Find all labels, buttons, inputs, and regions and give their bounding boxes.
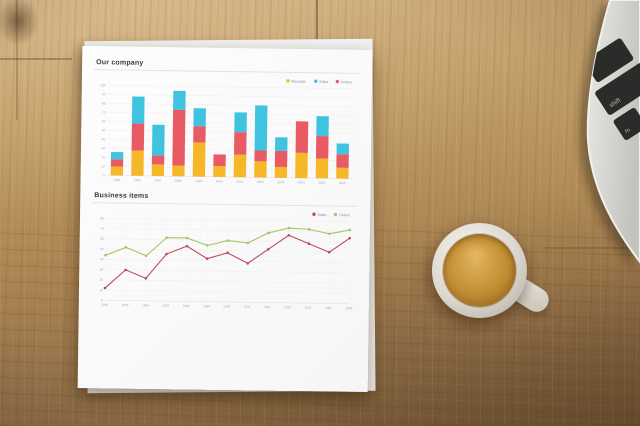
svg-text:Sales: Sales [317, 213, 326, 217]
report-content: Our company 0 10 20 30 40 50 60 70 80 90 100 1995 19… [79, 46, 373, 315]
svg-text:1999: 1999 [195, 179, 202, 183]
svg-text:2002: 2002 [264, 305, 271, 309]
svg-text:60: 60 [102, 119, 106, 123]
svg-text:1996: 1996 [142, 303, 149, 307]
svg-text:50: 50 [102, 128, 106, 132]
svg-text:1997: 1997 [154, 179, 161, 183]
svg-text:2004: 2004 [305, 306, 312, 310]
svg-text:Orders: Orders [339, 213, 350, 217]
svg-text:2001: 2001 [244, 305, 251, 309]
svg-text:1999: 1999 [203, 304, 210, 308]
svg-text:10: 10 [99, 288, 103, 292]
wood-plank-seam [316, 0, 318, 46]
svg-text:0: 0 [101, 298, 103, 302]
laptop-keyboard: shift fn [587, 38, 640, 140]
svg-text:30: 30 [101, 146, 105, 150]
shift-key [595, 63, 640, 115]
fn-key [613, 107, 640, 140]
svg-text:2005: 2005 [318, 181, 325, 185]
crema-highlight [456, 241, 496, 266]
svg-text:20: 20 [101, 155, 105, 159]
svg-text:2005: 2005 [325, 306, 332, 310]
section-title-business-items: Business items [94, 192, 149, 200]
svg-text:2006: 2006 [339, 181, 346, 185]
svg-text:1996: 1996 [134, 178, 141, 182]
svg-text:1995: 1995 [113, 178, 120, 182]
keyboard-key [587, 38, 634, 82]
svg-text:40: 40 [100, 257, 104, 261]
svg-text:40: 40 [102, 137, 106, 141]
svg-text:70: 70 [100, 227, 104, 231]
svg-text:Sales: Sales [319, 80, 328, 84]
svg-text:50: 50 [100, 247, 104, 251]
svg-text:100: 100 [100, 83, 106, 87]
svg-text:2006: 2006 [345, 306, 352, 310]
section-title-our-company: Our company [96, 59, 144, 67]
svg-text:70: 70 [102, 110, 106, 114]
svg-text:0: 0 [103, 173, 105, 177]
svg-text:2001: 2001 [236, 180, 243, 184]
svg-text:90: 90 [102, 92, 106, 96]
svg-text:Receipts: Receipts [291, 80, 305, 84]
svg-text:1997: 1997 [162, 304, 169, 308]
svg-text:30: 30 [100, 268, 104, 272]
svg-text:2003: 2003 [284, 305, 291, 309]
svg-text:80: 80 [100, 216, 104, 220]
svg-text:80: 80 [102, 101, 106, 105]
svg-text:60: 60 [100, 237, 104, 241]
svg-text:1998: 1998 [175, 179, 182, 183]
svg-text:10: 10 [101, 164, 105, 168]
svg-text:2004: 2004 [298, 181, 305, 185]
wood-plank-seam [0, 58, 72, 60]
svg-text:Orders: Orders [341, 80, 352, 84]
svg-text:20: 20 [100, 278, 104, 282]
svg-text:2002: 2002 [257, 180, 264, 184]
svg-text:1994: 1994 [101, 303, 108, 307]
svg-text:2003: 2003 [277, 180, 284, 184]
svg-text:1995: 1995 [122, 303, 129, 307]
wood-plank-seam [16, 0, 18, 120]
svg-text:1998: 1998 [183, 304, 190, 308]
svg-text:2000: 2000 [223, 304, 230, 308]
report-paper: Our company 0 10 20 30 40 50 60 70 80 90 100 1995 19… [77, 45, 373, 393]
svg-text:2000: 2000 [216, 179, 223, 183]
stacked-bar-chart: 0 10 20 30 40 50 60 70 80 90 100 1995 1996 1997 1998 19… [100, 79, 354, 185]
laptop-corner: shift fn [579, 0, 640, 267]
line-chart: 0 10 20 30 40 50 60 70 80 1994 1995 1996 1997 1998 199… [99, 212, 353, 310]
fn-key-label: fn [624, 128, 631, 136]
wood-plank-seam [545, 247, 640, 249]
